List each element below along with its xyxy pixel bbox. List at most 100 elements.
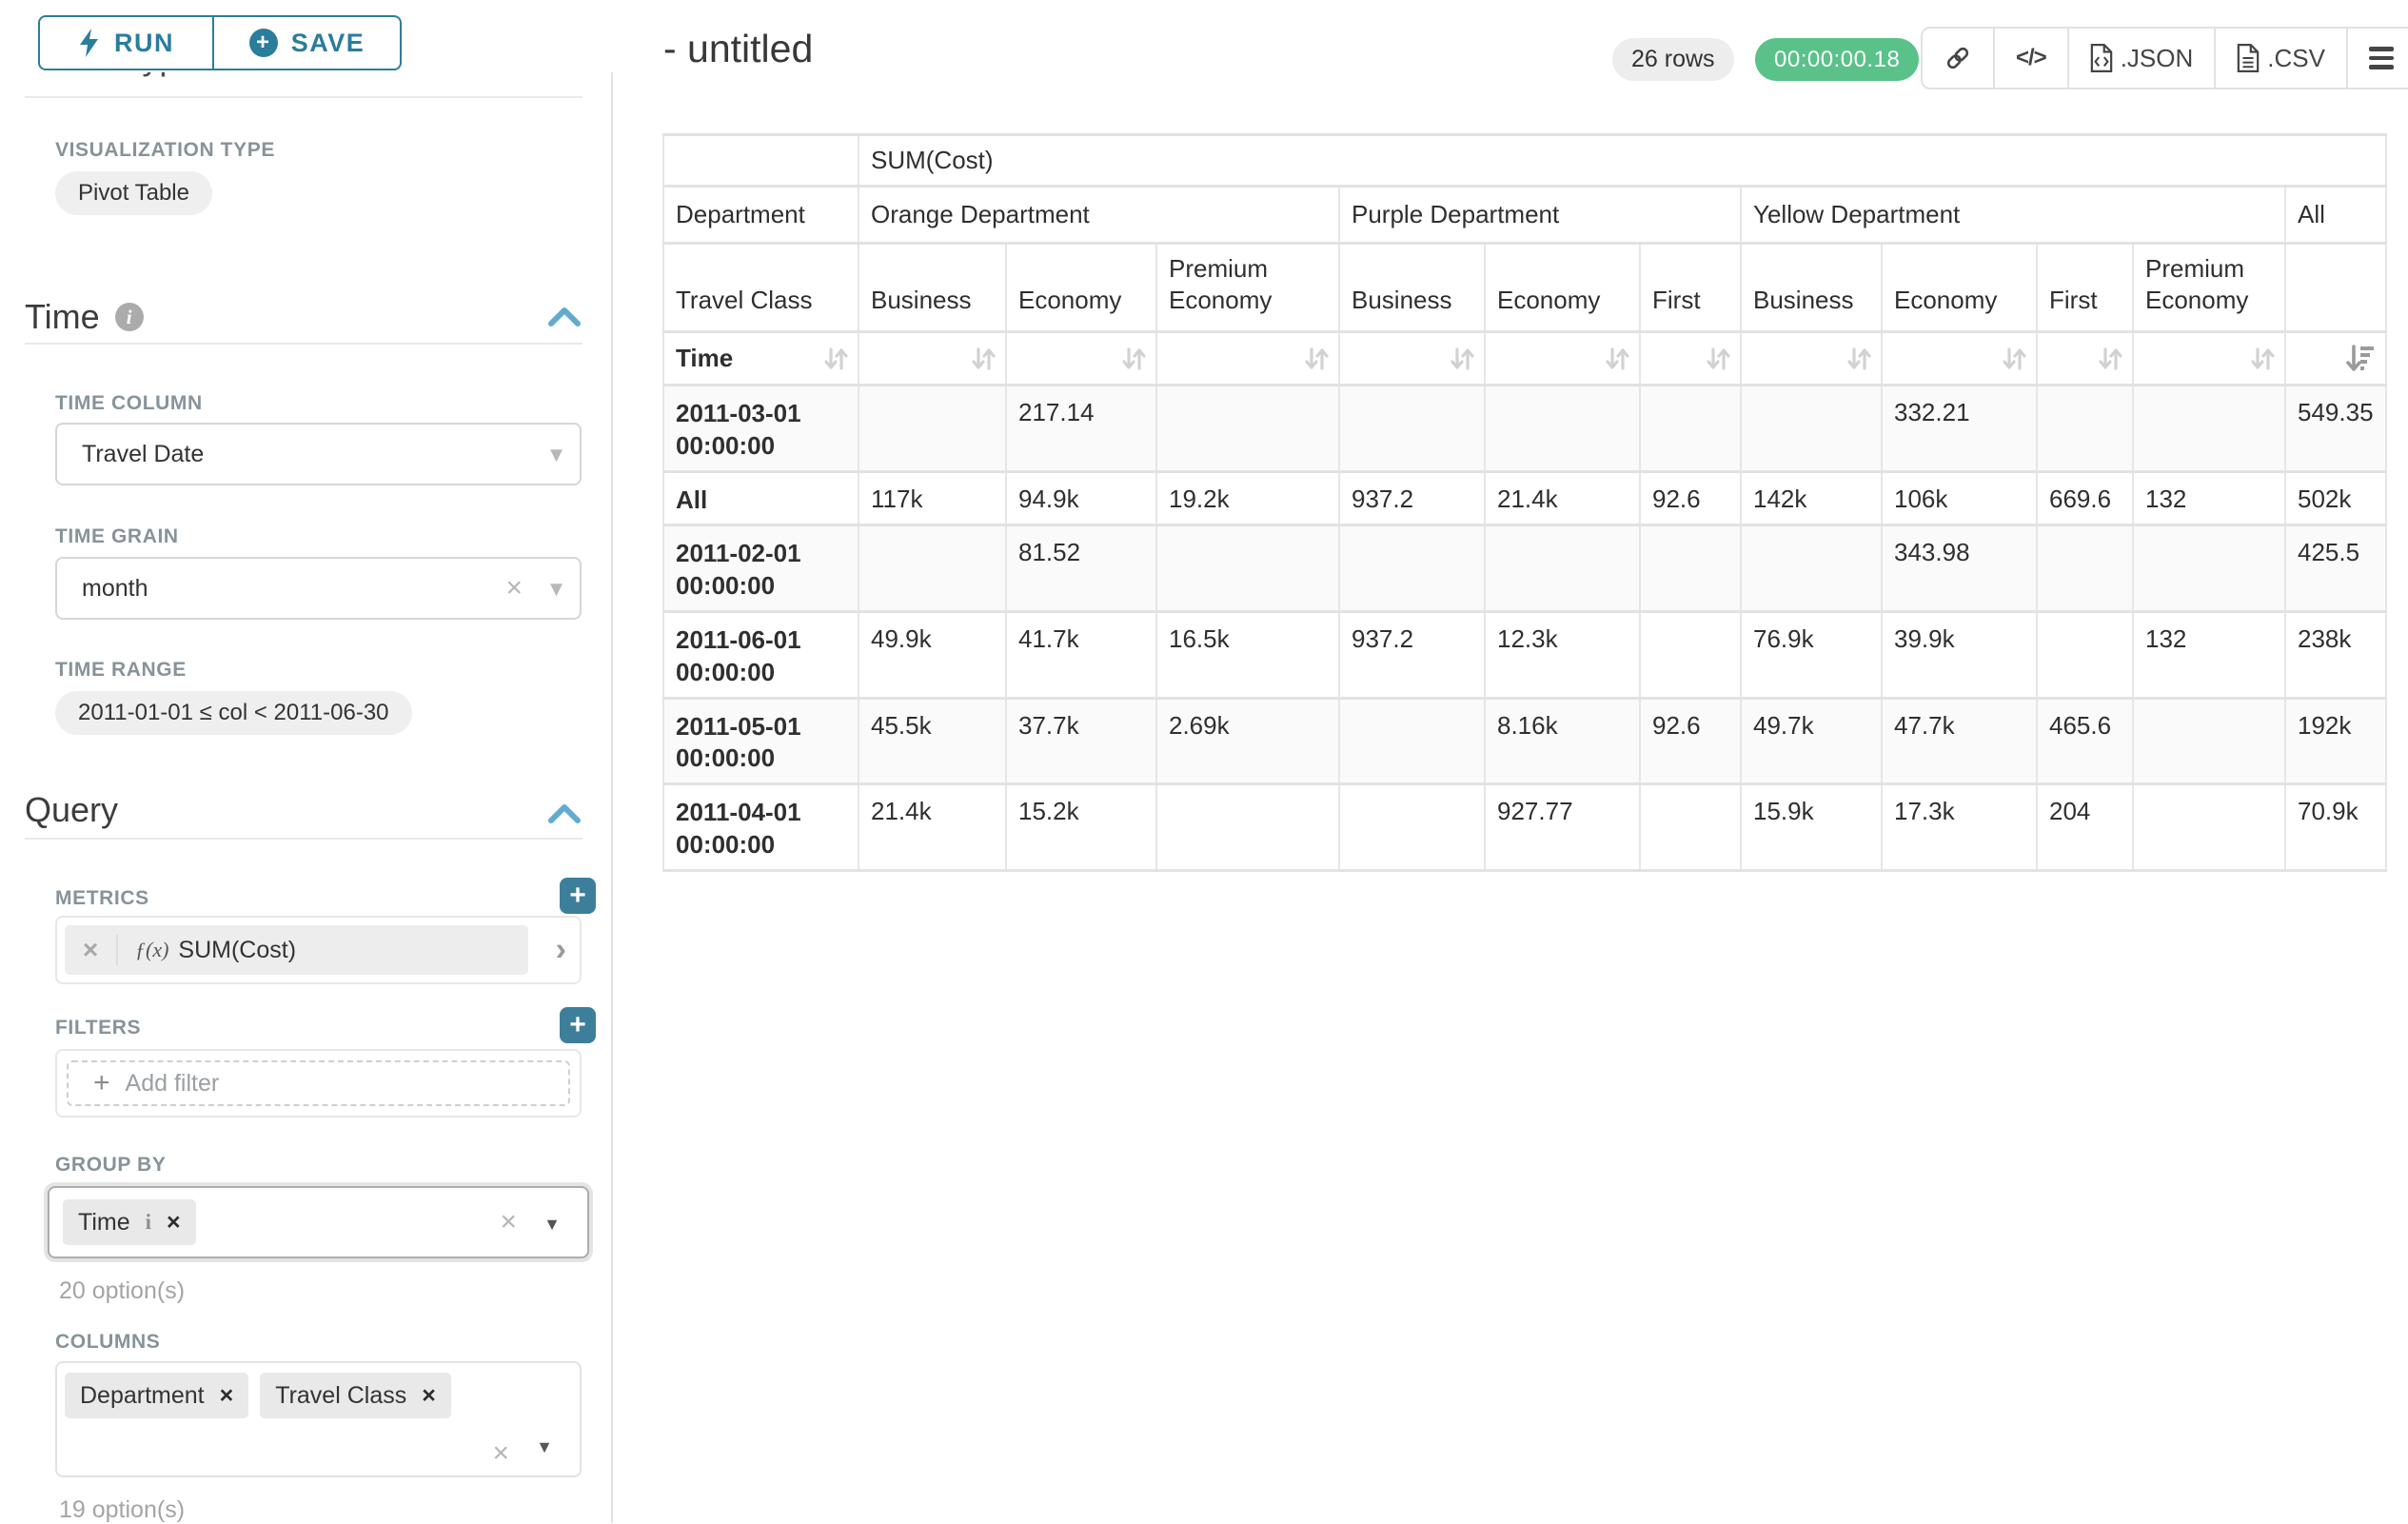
cell: 92.6 [1639, 696, 1742, 786]
share-link-button[interactable] [1923, 29, 1993, 88]
control-sidebar: Chart Type RUN + SAVE VISUALIZATION TYPE… [0, 0, 613, 1523]
viz-type-pill[interactable]: Pivot Table [55, 171, 212, 215]
clear-icon[interactable]: × [500, 1206, 517, 1237]
department-group-header: Orange Department [858, 185, 1340, 245]
department-corner-label: Department [662, 185, 859, 245]
sort-icon [2003, 346, 2026, 370]
cell [2132, 524, 2286, 613]
plus-circle-icon: + [248, 29, 278, 57]
add-filter-button[interactable]: + [560, 1007, 596, 1043]
fx-icon: ƒ(x) [135, 938, 169, 961]
cell: 465.6 [2036, 696, 2134, 786]
sort-header[interactable] [1484, 330, 1641, 386]
cell: 92.6 [1639, 469, 1742, 527]
sort-header[interactable] [1338, 330, 1486, 386]
export-json-label: .JSON [2120, 43, 2194, 72]
row-label: 2011-06-01 00:00:00 [662, 609, 859, 700]
cell: 132 [2132, 469, 2286, 527]
cell [2036, 609, 2134, 700]
sort-header[interactable] [1881, 330, 2038, 386]
code-icon: </> [2016, 45, 2047, 70]
group-by-chip[interactable]: Time i × [63, 1199, 196, 1245]
divider [25, 838, 582, 840]
file-code-icon [2090, 44, 2112, 72]
sort-header-time[interactable]: Time [662, 330, 859, 386]
run-button[interactable]: RUN [38, 15, 213, 70]
cell [2132, 696, 2286, 786]
time-column-value: Travel Date [82, 440, 205, 467]
chevron-up-icon[interactable] [546, 800, 582, 828]
row-label: All [662, 469, 859, 527]
remove-chip-icon[interactable]: × [422, 1381, 436, 1409]
travel-class-header: Economy [1005, 242, 1157, 333]
chevron-down-icon[interactable]: ▼ [536, 1437, 553, 1456]
add-metric-button[interactable]: + [560, 878, 596, 914]
cell: 45.5k [858, 696, 1007, 786]
remove-chip-icon[interactable]: × [167, 1208, 181, 1236]
sort-header[interactable] [2036, 330, 2134, 386]
columns-chip[interactable]: Department × [65, 1373, 249, 1418]
chevron-down-icon: ▾ [549, 573, 563, 603]
timer-badge: 00:00:00.18 [1755, 38, 1920, 81]
cell: 142k [1740, 469, 1883, 527]
time-grain-select[interactable]: month × ▾ [55, 557, 582, 620]
add-filter-dropzone[interactable]: + Add filter [67, 1060, 570, 1106]
sort-icon [972, 346, 996, 370]
export-csv-button[interactable]: .CSV [2214, 29, 2346, 88]
sort-header[interactable] [1155, 330, 1340, 386]
cell [2036, 524, 2134, 613]
cell: 37.7k [1005, 696, 1157, 786]
plus-icon: + [93, 1067, 110, 1098]
cell: 502k [2284, 469, 2387, 527]
chevron-right-icon[interactable]: › [555, 931, 566, 968]
cell: 49.9k [858, 609, 1007, 700]
metric-chip[interactable]: × ƒ(x) SUM(Cost) [65, 925, 528, 975]
cell [1155, 782, 1340, 872]
sort-header[interactable] [1005, 330, 1157, 386]
pivot-table-container: SUM(Cost) Department Orange Department Purp… [662, 133, 2387, 872]
sort-header[interactable] [2132, 330, 2286, 386]
cell: 937.2 [1338, 469, 1486, 527]
columns-chip[interactable]: Travel Class × [260, 1373, 451, 1418]
time-grain-label: TIME GRAIN [55, 525, 179, 547]
page-title[interactable]: - untitled [663, 27, 814, 70]
clear-icon[interactable]: × [492, 1437, 509, 1469]
travel-class-corner-label: Travel Class [662, 242, 859, 333]
remove-chip-icon[interactable]: × [219, 1381, 234, 1409]
sort-header[interactable] [858, 330, 1007, 386]
group-by-select[interactable]: Time i × × ▼ [48, 1186, 589, 1258]
cell: 70.9k [2284, 782, 2387, 872]
embed-code-button[interactable]: </> [1993, 29, 2067, 88]
time-column-select[interactable]: Travel Date ▾ [55, 423, 582, 485]
cell [1639, 524, 1742, 613]
sort-header[interactable] [2284, 330, 2387, 386]
cell: 217.14 [1005, 384, 1157, 473]
export-json-button[interactable]: .JSON [2066, 29, 2215, 88]
cell: 39.9k [1881, 609, 2038, 700]
chevron-up-icon[interactable] [546, 303, 582, 331]
cell [858, 524, 1007, 613]
clear-icon[interactable]: × [505, 572, 523, 604]
department-group-header: Purple Department [1338, 185, 1742, 245]
remove-metric-icon[interactable]: × [65, 935, 118, 965]
cell [1740, 384, 1883, 473]
time-range-pill[interactable]: 2011-01-01 ≤ col < 2011-06-30 [55, 691, 412, 735]
info-icon[interactable]: i [145, 1210, 152, 1234]
cell: 192k [2284, 696, 2387, 786]
cell: 132 [2132, 609, 2286, 700]
time-section-title: Time i [25, 297, 144, 337]
chevron-down-icon[interactable]: ▼ [543, 1215, 561, 1234]
sort-header[interactable] [1740, 330, 1883, 386]
info-icon[interactable]: i [114, 303, 144, 331]
cell: 12.3k [1484, 609, 1641, 700]
columns-label: COLUMNS [55, 1331, 161, 1353]
cell: 17.3k [1881, 782, 2038, 872]
chevron-down-icon: ▾ [549, 439, 563, 468]
sort-header[interactable] [1639, 330, 1742, 386]
cell: 16.5k [1155, 609, 1340, 700]
cell [1639, 384, 1742, 473]
save-button[interactable]: + SAVE [213, 15, 402, 70]
columns-select[interactable]: Department × Travel Class × × ▼ [55, 1361, 582, 1477]
menu-button[interactable] [2345, 29, 2408, 88]
cell: 49.7k [1740, 696, 1883, 786]
